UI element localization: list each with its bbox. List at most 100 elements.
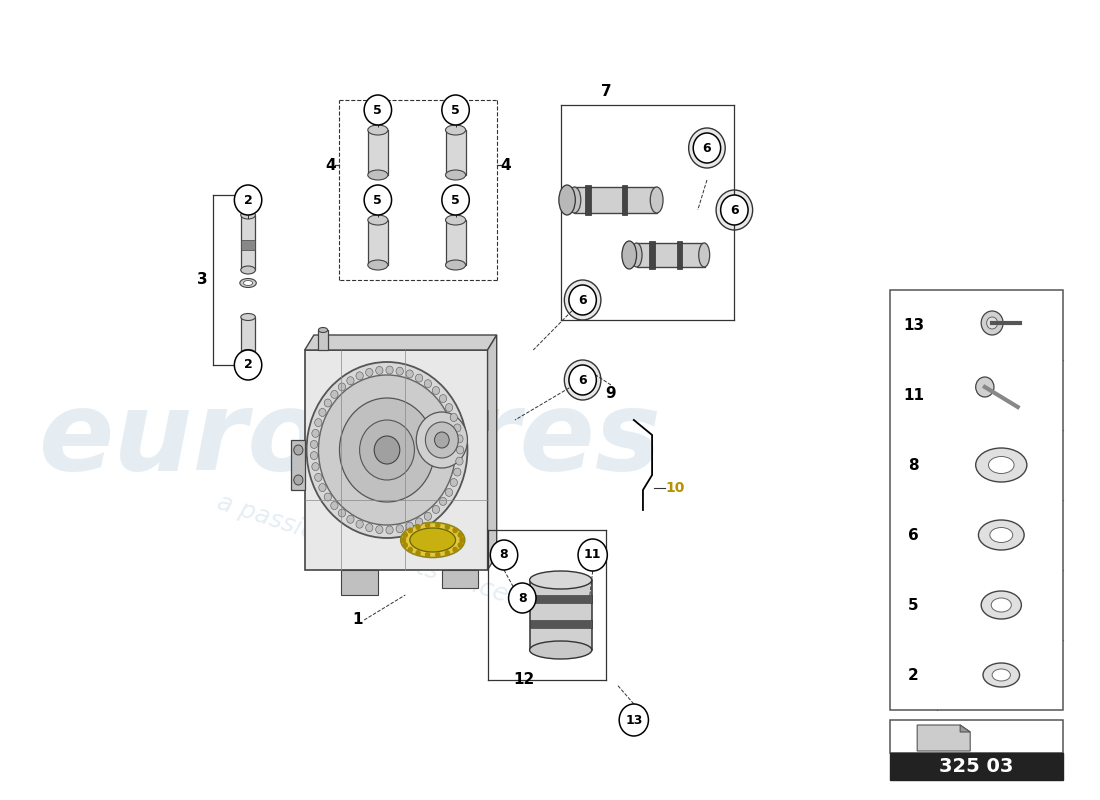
Text: 4: 4 — [500, 158, 512, 173]
Ellipse shape — [446, 125, 465, 135]
Circle shape — [444, 524, 450, 530]
Circle shape — [416, 412, 468, 468]
Polygon shape — [305, 350, 487, 570]
Ellipse shape — [981, 591, 1022, 619]
Circle shape — [403, 532, 408, 538]
Ellipse shape — [991, 598, 1011, 612]
Circle shape — [331, 502, 338, 510]
Bar — [585, 185, 591, 215]
Text: 325 03: 325 03 — [939, 757, 1014, 776]
Circle shape — [324, 399, 331, 407]
Circle shape — [294, 445, 302, 455]
Ellipse shape — [446, 215, 465, 225]
Bar — [676, 241, 682, 269]
Ellipse shape — [319, 327, 328, 333]
Circle shape — [572, 368, 594, 392]
Circle shape — [491, 540, 518, 570]
Circle shape — [976, 377, 994, 397]
Circle shape — [456, 446, 464, 454]
Text: 8: 8 — [518, 591, 527, 605]
Circle shape — [339, 509, 345, 517]
Ellipse shape — [978, 520, 1024, 550]
Text: 5: 5 — [451, 194, 460, 206]
Circle shape — [452, 546, 458, 553]
Circle shape — [450, 478, 458, 486]
Circle shape — [416, 550, 421, 556]
Text: 13: 13 — [903, 318, 924, 333]
Ellipse shape — [983, 663, 1020, 687]
Circle shape — [689, 128, 725, 168]
Bar — [446, 220, 465, 265]
Circle shape — [425, 552, 430, 558]
Circle shape — [446, 488, 453, 496]
Text: 5: 5 — [374, 103, 382, 117]
Text: eurosares: eurosares — [39, 386, 662, 494]
Circle shape — [331, 390, 338, 398]
Circle shape — [453, 424, 461, 432]
Bar — [637, 243, 705, 267]
Ellipse shape — [243, 281, 253, 286]
Circle shape — [450, 414, 458, 422]
Circle shape — [324, 493, 331, 501]
Circle shape — [579, 539, 607, 571]
Circle shape — [455, 457, 463, 465]
Text: 7: 7 — [601, 85, 612, 99]
Bar — [890, 720, 1064, 753]
Circle shape — [439, 394, 447, 402]
Circle shape — [432, 506, 440, 514]
Text: 1: 1 — [352, 613, 363, 627]
Circle shape — [442, 95, 470, 125]
Text: 9: 9 — [606, 386, 616, 401]
Circle shape — [572, 288, 594, 312]
Circle shape — [365, 524, 373, 532]
Circle shape — [294, 475, 302, 485]
Circle shape — [310, 451, 318, 459]
Circle shape — [693, 133, 720, 163]
Circle shape — [311, 462, 319, 470]
Circle shape — [434, 432, 449, 448]
Circle shape — [386, 366, 393, 374]
Circle shape — [403, 542, 408, 548]
Text: 6: 6 — [579, 374, 587, 386]
Text: 6: 6 — [579, 294, 587, 306]
Polygon shape — [319, 330, 328, 350]
Ellipse shape — [529, 641, 592, 659]
Circle shape — [446, 404, 453, 412]
Circle shape — [400, 537, 406, 543]
Circle shape — [458, 542, 463, 548]
Ellipse shape — [240, 278, 256, 287]
Ellipse shape — [568, 187, 581, 213]
Circle shape — [386, 526, 393, 534]
Circle shape — [439, 498, 447, 506]
Circle shape — [459, 537, 464, 543]
Circle shape — [311, 430, 319, 438]
Circle shape — [360, 420, 415, 480]
Circle shape — [364, 185, 392, 215]
Circle shape — [234, 350, 262, 380]
Ellipse shape — [241, 314, 255, 321]
Circle shape — [432, 386, 440, 394]
Text: 5: 5 — [451, 103, 460, 117]
Text: 2: 2 — [244, 358, 252, 371]
Bar — [241, 240, 255, 250]
Text: 8: 8 — [499, 549, 508, 562]
Ellipse shape — [241, 211, 255, 219]
Circle shape — [346, 515, 354, 523]
Circle shape — [340, 398, 434, 502]
Bar — [574, 187, 657, 213]
Ellipse shape — [529, 571, 592, 589]
Circle shape — [339, 383, 345, 391]
Ellipse shape — [410, 528, 455, 552]
Polygon shape — [341, 570, 378, 595]
Circle shape — [452, 527, 458, 534]
Bar — [529, 620, 592, 628]
Ellipse shape — [976, 448, 1027, 482]
Text: 3: 3 — [197, 273, 208, 287]
Text: 4: 4 — [324, 158, 336, 173]
Circle shape — [396, 367, 404, 375]
Ellipse shape — [650, 187, 663, 213]
Text: 2: 2 — [244, 194, 252, 206]
Circle shape — [346, 377, 354, 385]
Circle shape — [396, 525, 404, 533]
Polygon shape — [487, 335, 497, 570]
